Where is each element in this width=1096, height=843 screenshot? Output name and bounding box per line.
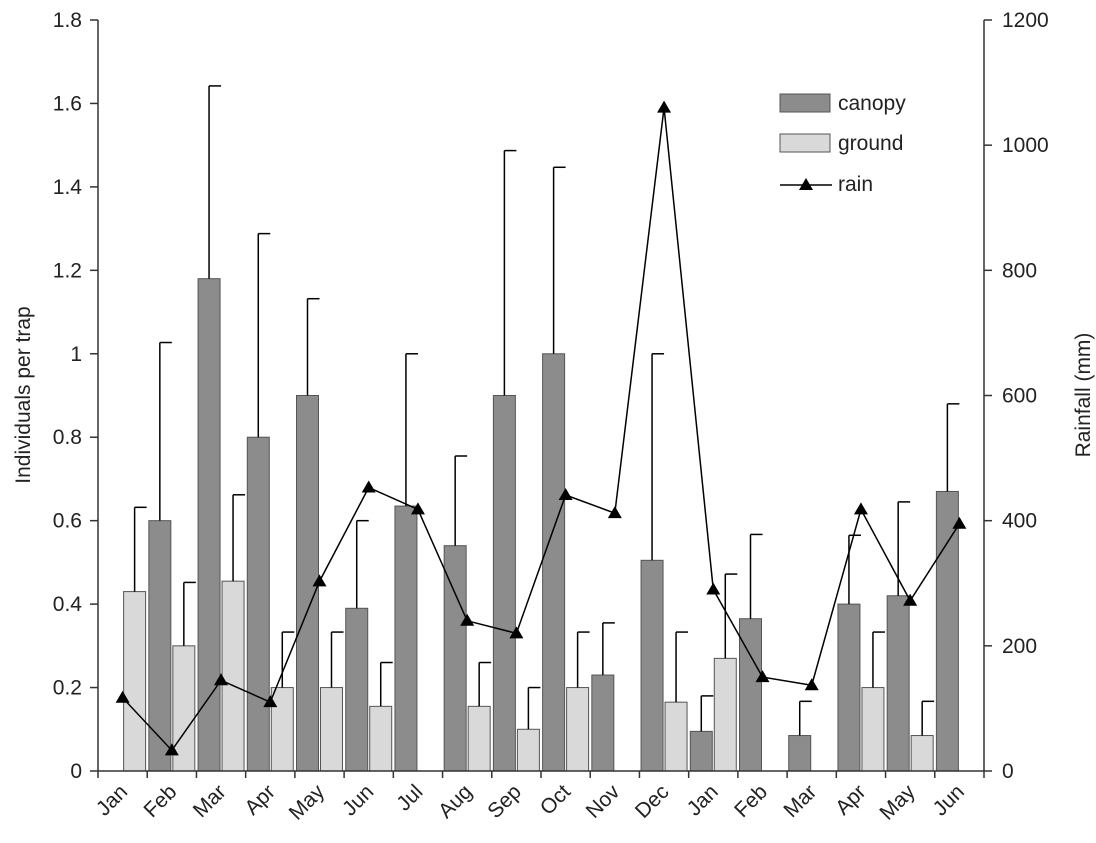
y-tick-label: 1.2	[53, 259, 82, 282]
bar-canopy	[886, 595, 910, 772]
y-tick-label: 1.4	[53, 176, 83, 199]
bar-canopy	[689, 730, 713, 772]
legend-marker-rain	[799, 178, 813, 190]
bar-canopy	[837, 603, 861, 772]
bar-canopy	[542, 353, 566, 772]
rain-series-layer	[115, 100, 967, 756]
rain-point	[853, 502, 868, 515]
y-tick-label: 0.4	[53, 593, 83, 616]
x-tick-label: Jan	[92, 780, 132, 820]
rain-point	[755, 670, 770, 683]
rain-point	[952, 516, 967, 529]
bar-ground	[320, 687, 343, 772]
rain-point	[214, 673, 229, 686]
rain-point	[312, 574, 327, 587]
bar-canopy	[443, 545, 467, 772]
bar-canopy	[640, 559, 664, 772]
y2-axis-title: Rainfall (mm)	[1072, 333, 1095, 458]
y2-tick-label: 600	[1002, 385, 1037, 408]
y2-tick-label: 800	[1002, 259, 1037, 282]
x-tick-label: May	[875, 780, 920, 825]
legend-label-ground: ground	[838, 132, 903, 155]
y-tick-label: 1	[70, 343, 82, 366]
bar-ground	[467, 705, 491, 772]
bar-ground	[566, 687, 590, 772]
bar-ground	[123, 591, 147, 772]
rain-point	[657, 100, 672, 113]
bar-canopy	[591, 674, 615, 772]
y-axis-title: Individuals per trap	[12, 306, 35, 483]
x-tick-label: Feb	[140, 780, 182, 822]
bar-ground	[516, 728, 540, 772]
bar-ground	[910, 735, 934, 772]
bar-canopy	[492, 395, 516, 772]
rain-point	[804, 678, 819, 691]
rain-point	[607, 506, 622, 519]
rain-line	[122, 107, 961, 752]
rain-point	[903, 593, 918, 606]
bar-ground	[664, 701, 688, 772]
y2-tick-label: 200	[1002, 635, 1037, 658]
error-bars-layer	[133, 85, 960, 736]
rain-point	[460, 613, 475, 626]
bar-canopy	[935, 490, 959, 772]
y2-tick-label: 1200	[1002, 9, 1049, 32]
rain-point	[706, 582, 721, 595]
bar-ground	[713, 657, 737, 772]
x-tick-label: Sep	[483, 780, 526, 823]
x-tick-label: Mar	[779, 780, 821, 822]
x-tick-label: Aug	[434, 780, 477, 823]
y-tick-label: 1.6	[53, 92, 82, 115]
rain-point	[410, 502, 425, 515]
bar-ground	[369, 705, 393, 772]
x-tick-label: Jun	[338, 780, 378, 820]
x-tick-label: Jan	[683, 780, 723, 820]
legend-label-canopy: canopy	[838, 92, 906, 115]
rain-point	[115, 690, 130, 703]
legend: canopy ground rain	[779, 92, 906, 196]
x-tick-label: Apr	[831, 780, 870, 819]
bars-layer	[123, 278, 959, 772]
x-tick-label: Mar	[189, 780, 231, 822]
x-tick-label: Jun	[929, 780, 969, 820]
bar-canopy	[148, 520, 172, 772]
y-tick-label: 0.6	[53, 510, 82, 533]
legend-label-rain: rain	[838, 173, 873, 196]
bar-ground	[270, 687, 294, 772]
rain-point	[509, 626, 524, 639]
y-tick-label: 0.8	[53, 426, 82, 449]
bar-ground	[221, 580, 245, 772]
x-tick-label: Feb	[730, 780, 772, 822]
y-tick-label: 0	[70, 760, 82, 783]
rain-point	[361, 480, 376, 493]
bar-canopy	[246, 436, 270, 772]
legend-swatch-canopy	[779, 93, 831, 113]
y2-tick-label: 1000	[1002, 134, 1049, 157]
bar-canopy	[394, 505, 418, 772]
x-tick-label: Nov	[582, 780, 625, 823]
y-tick-label: 0.2	[53, 677, 82, 700]
x-tick-label: Oct	[536, 780, 575, 819]
bar-canopy	[788, 735, 812, 772]
y2-tick-label: 0	[1002, 760, 1014, 783]
bar-ground	[861, 687, 885, 772]
rain-point	[263, 695, 278, 708]
bar-canopy	[345, 607, 369, 772]
rain-point	[558, 488, 573, 501]
y2-tick-label: 400	[1002, 510, 1037, 533]
x-tick-label: Apr	[240, 780, 279, 819]
x-tick-label: May	[285, 780, 330, 825]
legend-swatch-ground	[779, 133, 831, 153]
x-tick-label: Dec	[631, 780, 674, 823]
rain-point	[164, 743, 179, 756]
x-tick-label: Jul	[392, 780, 427, 815]
y-tick-label: 1.8	[53, 9, 82, 32]
